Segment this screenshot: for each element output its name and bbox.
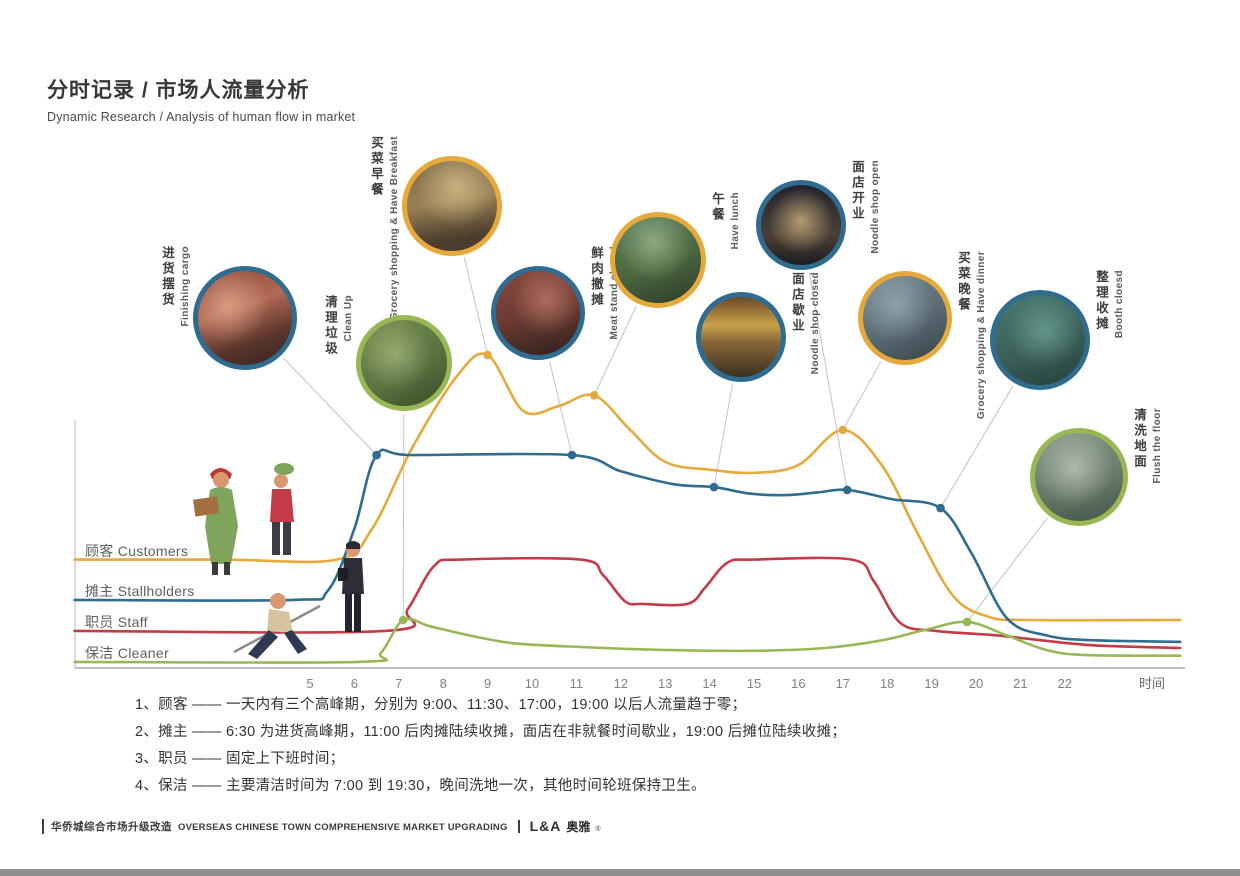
leader-line-7: [808, 272, 848, 490]
leader-line-9: [940, 385, 1014, 509]
node-dot-stallholders: [372, 450, 381, 460]
leader-line-4: [549, 361, 573, 456]
x-tick-21: 21: [1013, 676, 1027, 691]
node-dot-stallholders: [567, 450, 577, 460]
series-line-staff: [73, 556, 1182, 650]
series-line-stallholders: [73, 448, 1182, 644]
x-axis-label: 时间: [1139, 676, 1165, 691]
x-tick-15: 15: [747, 676, 761, 691]
leader-line-2: [463, 257, 489, 356]
x-tick-19: 19: [924, 676, 938, 691]
registered-mark: ®: [595, 826, 601, 833]
note-line-3: 3、职员 —— 固定上下班时间；: [135, 751, 345, 767]
footer-project: 华侨城综合市场升级改造 OVERSEAS CHINESE TOWN COMPRE…: [42, 819, 508, 834]
node-dot-stallholders: [936, 503, 945, 513]
x-tick-12: 12: [614, 676, 628, 691]
x-tick-20: 20: [969, 676, 983, 691]
bottom-bar: [0, 869, 1240, 876]
x-tick-22: 22: [1058, 676, 1072, 691]
series-line-customers: [73, 352, 1182, 622]
leader-line-5: [593, 305, 637, 396]
footer: 华侨城综合市场升级改造 OVERSEAS CHINESE TOWN COMPRE…: [42, 818, 601, 835]
illustration-person-lunging-with-pole: [233, 593, 321, 659]
note-line-2: 2、摊主 —— 6:30 为进货高峰期，11:00 后肉摊陆续收摊，面店在非就餐…: [135, 724, 847, 740]
note-line-4: 4、保洁 —— 主要清洁时间为 7:00 到 19:30，晚间洗地一次，其他时间…: [135, 778, 706, 794]
leader-line-3: [402, 413, 405, 621]
illustration-woman-carrying-box: [193, 468, 238, 575]
node-dot-cleaner: [398, 615, 408, 625]
x-tick-17: 17: [836, 676, 850, 691]
footer-project-zh: 华侨城综合市场升级改造: [51, 821, 172, 833]
node-dot-stallholders: [709, 482, 719, 492]
x-tick-18: 18: [880, 676, 894, 691]
note-line-1: 1、顾客 —— 一天内有三个高峰期，分别为 9:00、11:30、17:00，1…: [135, 697, 747, 713]
x-tick-9: 9: [484, 676, 491, 691]
leader-line-1: [282, 357, 377, 456]
company-logo: L&A 奥雅 ®: [530, 818, 601, 835]
x-tick-13: 13: [658, 676, 672, 691]
logo-zh: 奥雅: [566, 820, 591, 834]
x-tick-8: 8: [440, 676, 447, 691]
node-dot-customers: [483, 350, 492, 360]
x-tick-7: 7: [395, 676, 402, 691]
illustration-person-black: [338, 541, 364, 632]
x-tick-11: 11: [570, 676, 584, 691]
header: 分时记录 / 市场人流量分析 Dynamic Research / Analys…: [47, 74, 355, 124]
footer-project-en: OVERSEAS CHINESE TOWN COMPREHENSIVE MARK…: [178, 822, 508, 833]
page-title: 分时记录 / 市场人流量分析: [47, 79, 310, 102]
notes: 1、顾客 —— 一天内有三个高峰期，分别为 9:00、11:30、17:00，1…: [135, 692, 846, 800]
x-tick-16: 16: [791, 676, 805, 691]
x-tick-10: 10: [525, 676, 539, 691]
series-line-cleaner: [73, 617, 1182, 664]
leader-line-10: [966, 517, 1048, 623]
node-dot-stallholders: [842, 485, 852, 495]
x-tick-6: 6: [351, 676, 358, 691]
leader-line-8: [842, 361, 882, 431]
x-tick-5: 5: [306, 676, 313, 691]
page-subtitle: Dynamic Research / Analysis of human flo…: [47, 110, 356, 124]
x-tick-14: 14: [702, 676, 716, 691]
footer-divider: [517, 820, 520, 833]
node-dot-customers: [838, 425, 848, 435]
node-dot-cleaner: [962, 617, 972, 627]
illustration-person-red-top: [270, 463, 294, 555]
logo-text: L&A: [529, 818, 562, 834]
node-dot-customers: [589, 391, 599, 400]
